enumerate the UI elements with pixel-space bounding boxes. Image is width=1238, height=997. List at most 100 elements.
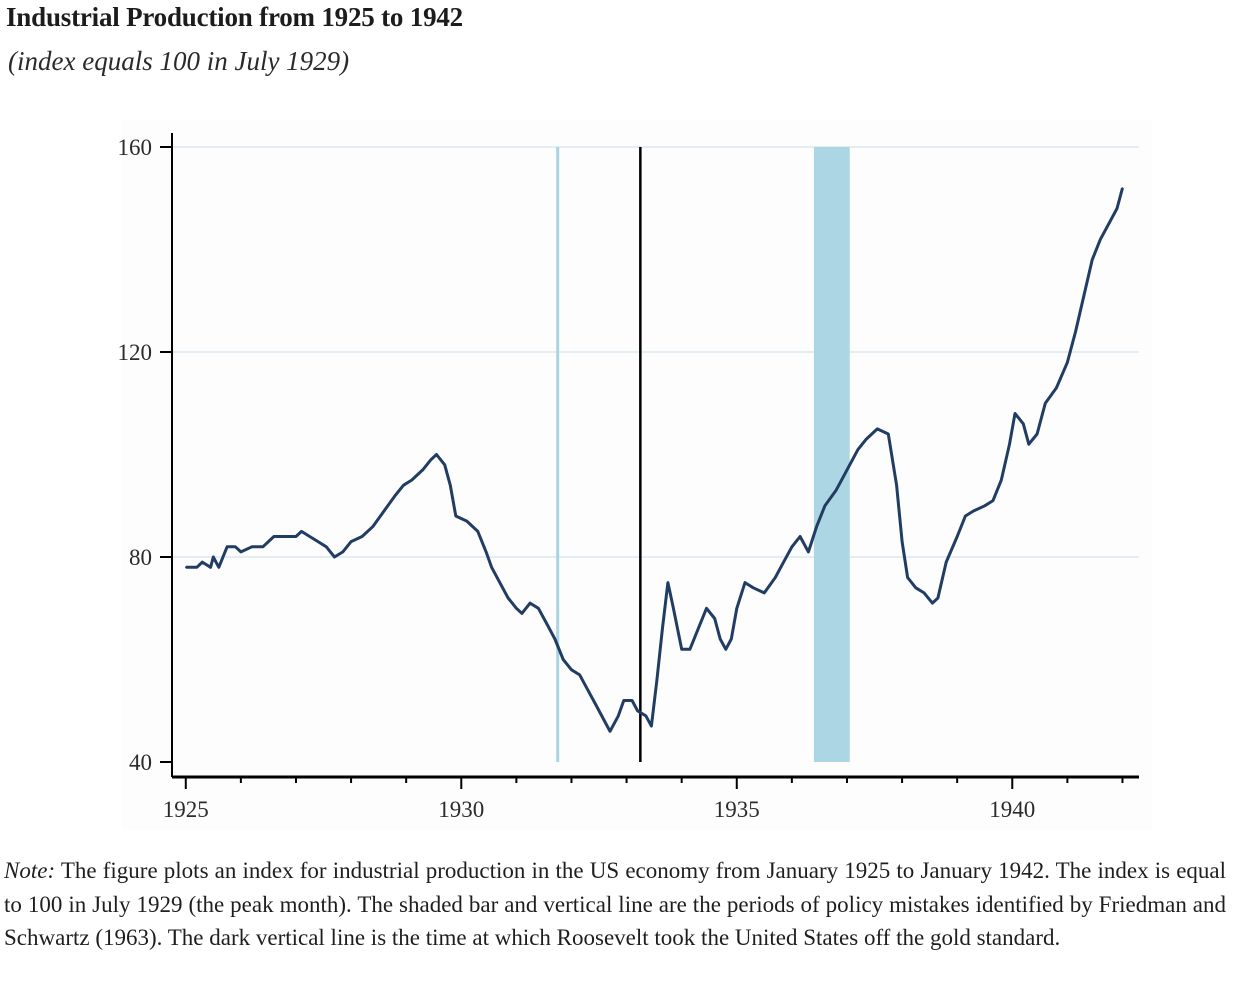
data-point	[901, 540, 903, 543]
data-point	[1116, 207, 1118, 210]
data-point	[1014, 412, 1016, 415]
data-point	[603, 720, 606, 722]
data-point	[554, 638, 556, 640]
data-point	[1107, 223, 1110, 225]
data-point	[184, 566, 187, 569]
data-point	[1066, 361, 1069, 364]
data-point	[824, 504, 826, 507]
data-point	[262, 545, 264, 548]
data-point	[308, 535, 311, 538]
x-tick-label-1935: 1935	[714, 797, 760, 822]
data-point	[587, 689, 589, 692]
data-point	[1121, 187, 1124, 189]
x-tick-label-1930: 1930	[438, 797, 484, 822]
policy-mistake-band	[813, 147, 850, 762]
data-point	[923, 592, 925, 594]
data-point	[435, 453, 438, 456]
data-point	[835, 489, 837, 492]
data-point	[972, 510, 975, 512]
data-point	[983, 504, 986, 507]
note-text: The figure plots an index for industrial…	[4, 858, 1226, 950]
data-point	[1083, 294, 1085, 297]
data-point	[937, 597, 939, 599]
data-point	[846, 469, 848, 471]
data-point	[562, 658, 565, 661]
data-point	[201, 561, 204, 563]
data-point	[454, 515, 457, 517]
data-point	[578, 674, 581, 676]
data-point	[234, 545, 237, 548]
data-point	[895, 484, 898, 487]
data-point	[857, 448, 859, 451]
data-point	[333, 556, 336, 558]
data-point	[1008, 443, 1011, 446]
data-point	[931, 602, 934, 604]
data-point	[485, 551, 487, 553]
data-point	[672, 607, 675, 610]
data-point	[915, 586, 917, 589]
data-point	[752, 586, 755, 589]
data-point	[945, 561, 947, 563]
data-point	[218, 566, 220, 569]
data-point	[876, 428, 879, 430]
data-point	[1091, 258, 1093, 261]
data-point	[1055, 387, 1058, 389]
data-point	[623, 699, 625, 702]
data-point	[791, 545, 793, 548]
data-point	[697, 627, 700, 630]
data-point	[636, 709, 639, 712]
data-point	[195, 566, 198, 569]
data-point	[1099, 238, 1102, 241]
data-point	[763, 592, 766, 594]
data-point	[350, 540, 352, 543]
data-point	[295, 535, 297, 538]
industrial-production-line	[185, 187, 1124, 733]
data-point	[645, 715, 647, 717]
y-tick-label-160: 160	[118, 135, 153, 160]
data-point	[240, 551, 242, 553]
data-point	[507, 597, 509, 599]
figure-note: Note: The figure plots an index for indu…	[4, 854, 1226, 955]
data-point	[273, 535, 275, 538]
data-point	[537, 607, 540, 610]
data-point	[342, 551, 344, 553]
y-tick-label-40: 40	[129, 750, 152, 775]
data-point	[724, 648, 727, 651]
data-point	[372, 525, 374, 528]
y-tick-label-120: 120	[118, 340, 153, 365]
data-point	[865, 438, 868, 440]
data-point	[1036, 433, 1038, 435]
data-point	[1044, 402, 1047, 405]
data-point	[595, 704, 598, 707]
data-point	[656, 679, 658, 681]
data-point	[887, 433, 890, 435]
data-point	[300, 530, 303, 533]
note-label: Note:	[4, 858, 56, 883]
data-point	[650, 725, 653, 727]
data-point	[807, 551, 810, 553]
data-point	[992, 499, 994, 502]
data-point	[730, 638, 733, 640]
data-point	[735, 607, 738, 610]
data-point	[906, 576, 909, 579]
data-point	[421, 469, 424, 471]
data-point	[1028, 443, 1030, 446]
data-point	[545, 622, 548, 625]
chart-subtitle: (index equals 100 in July 1929)	[8, 46, 350, 76]
data-point	[680, 648, 683, 651]
data-point	[782, 561, 785, 563]
data-point	[964, 515, 967, 517]
data-point	[956, 535, 958, 538]
data-point	[799, 535, 801, 538]
y-tick-label-80: 80	[129, 545, 152, 570]
data-point	[226, 545, 228, 548]
data-point	[209, 566, 212, 569]
data-point	[317, 540, 319, 543]
data-point	[667, 581, 669, 584]
data-point	[402, 484, 405, 487]
data-point	[251, 545, 253, 548]
data-point	[394, 494, 396, 497]
data-point	[465, 520, 468, 522]
data-point	[705, 607, 708, 610]
